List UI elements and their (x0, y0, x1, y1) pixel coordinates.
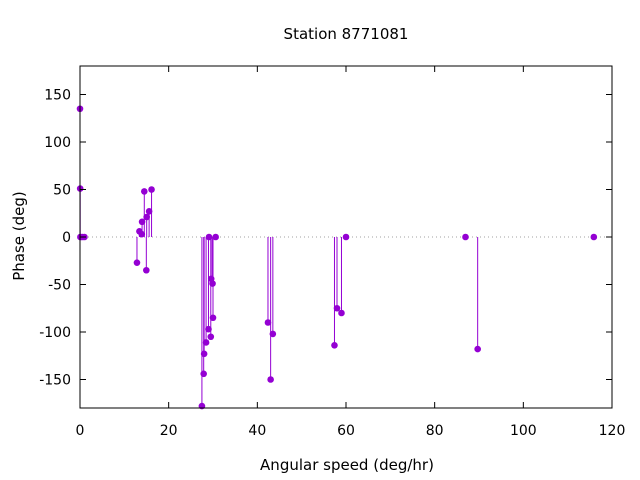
y-tick-label-1: -100 (39, 325, 71, 341)
data-point-8 (138, 218, 146, 226)
data-point-15 (200, 370, 207, 378)
data-point-30 (338, 309, 345, 317)
y-tick-label-3: 0 (62, 230, 71, 246)
data-point-25 (264, 319, 272, 326)
data-point-27 (269, 330, 277, 338)
data-point-17 (202, 339, 210, 346)
x-tick-label-1: 20 (160, 423, 178, 439)
data-point-5 (133, 259, 141, 266)
x-tick-label-2: 40 (248, 423, 266, 439)
data-point-29 (333, 304, 341, 312)
y-axis-title: Phase (deg) (10, 191, 28, 281)
data-point-24 (212, 233, 219, 241)
x-tick-label-5: 100 (510, 423, 537, 439)
data-point-16 (200, 350, 208, 358)
chart-title: Station 8771081 (284, 25, 409, 43)
data-point-18 (205, 325, 212, 333)
data-point-33 (474, 345, 481, 353)
x-tick-label-4: 80 (426, 423, 444, 439)
data-point-12 (145, 208, 153, 215)
x-axis-title: Angular speed (deg/hr) (260, 456, 434, 474)
data-point-13 (148, 186, 155, 193)
data-point-32 (462, 233, 469, 241)
data-point-34 (590, 233, 598, 241)
x-tick-label-6: 120 (599, 423, 626, 439)
y-tick-label-6: 150 (44, 88, 71, 104)
x-tick-label-0: 0 (76, 423, 85, 439)
x-tick-label-3: 60 (337, 423, 355, 439)
y-tick-label-4: 50 (53, 183, 71, 199)
y-tick-label-5: 100 (44, 135, 71, 151)
data-point-23 (209, 314, 217, 322)
data-point-9 (140, 188, 148, 195)
data-point-11 (143, 213, 150, 221)
data-point-26 (267, 376, 274, 383)
data-point-20 (207, 333, 215, 341)
data-point-28 (331, 342, 338, 349)
y-tick-label-0: -150 (39, 373, 71, 389)
data-point-10 (143, 266, 150, 274)
data-point-31 (342, 233, 350, 241)
y-tick-label-2: -50 (48, 278, 71, 294)
